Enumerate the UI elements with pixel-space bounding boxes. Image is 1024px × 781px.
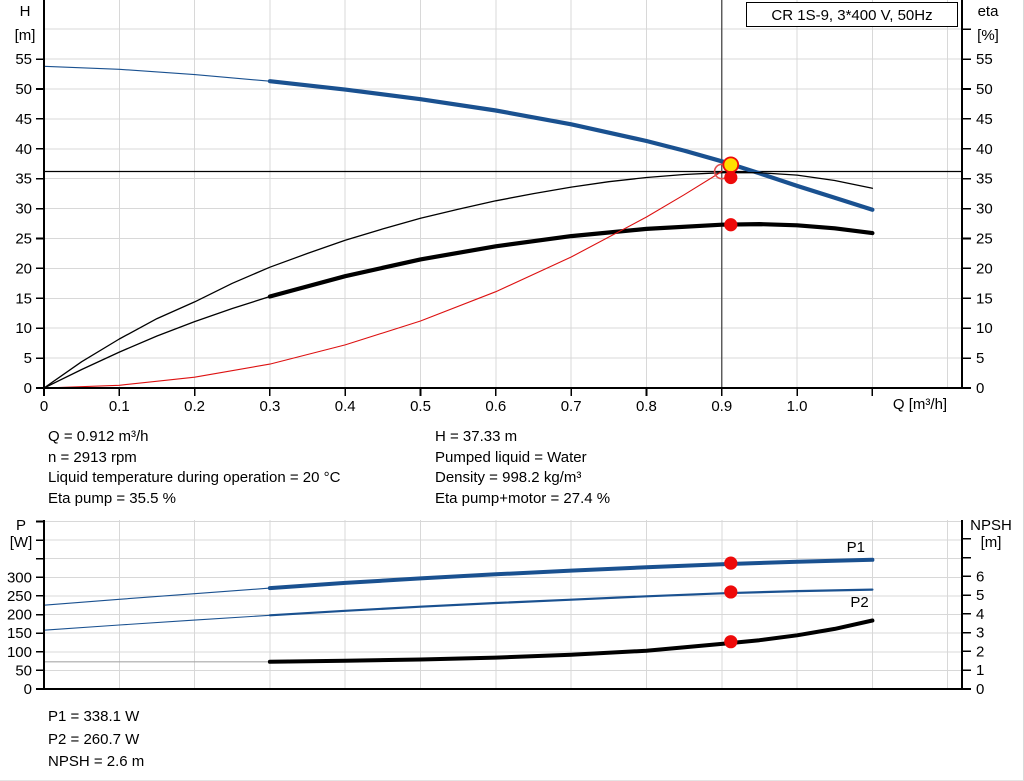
tick-label-right: 6 <box>976 568 984 585</box>
tick-label-left: 30 <box>15 201 32 218</box>
tick-label-x: 0 <box>40 398 48 415</box>
eta-axis-unit: [%] <box>977 27 999 44</box>
tick-label-left: 20 <box>15 260 32 277</box>
p1-curve <box>267 557 875 591</box>
tick-label-right: 40 <box>976 141 993 158</box>
info-line-temp: Liquid temperature during operation = 20… <box>48 469 341 487</box>
tick-label-left: 50 <box>15 662 32 679</box>
p2-point <box>724 585 738 599</box>
tick-label-left: 300 <box>7 569 32 586</box>
info-line-eta-pump-motor: Eta pump+motor = 27.4 % <box>435 489 611 507</box>
npsh-point <box>724 635 738 649</box>
info-line-p1: P1 = 338.1 W <box>48 708 140 725</box>
tick-label-left: 150 <box>7 625 32 642</box>
tick-label-right: 10 <box>976 320 993 337</box>
h-axis-unit: [m] <box>14 27 36 44</box>
tick-label-right: 2 <box>976 643 984 660</box>
tick-label-left: 45 <box>15 111 32 128</box>
tick-label-x: 0.7 <box>561 398 582 415</box>
tick-label-x: 0.2 <box>184 398 205 415</box>
info-line-h: H = 37.33 m <box>435 428 518 445</box>
tick-label-right: 55 <box>976 51 993 68</box>
tick-label-right: 5 <box>976 587 984 604</box>
tick-label-right: 4 <box>976 606 984 623</box>
eta-axis-label: eta <box>977 3 999 20</box>
tick-label-left: 35 <box>15 171 32 188</box>
q-axis-label: Q [m³/h] <box>892 396 948 413</box>
series-label-p1: P1 <box>847 539 865 556</box>
tick-label-right: 15 <box>976 290 993 307</box>
tick-label-right: 0 <box>976 681 984 698</box>
npsh-axis-unit: [m] <box>980 534 1002 551</box>
tick-label-right: 45 <box>976 111 993 128</box>
tick-label-right: 5 <box>976 350 984 367</box>
tick-label-left: 10 <box>15 320 32 337</box>
tick-label-x: 0.3 <box>259 398 280 415</box>
system-curve <box>43 170 723 389</box>
p1-curve <box>43 587 271 606</box>
tick-label-left: 100 <box>7 644 32 661</box>
p-axis-unit: [W] <box>9 534 33 551</box>
pump-curve-hq <box>43 65 271 82</box>
info-line-eta-pump: Eta pump = 35.5 % <box>48 489 176 507</box>
pump-curve-hq <box>267 79 875 212</box>
tick-label-left: 40 <box>15 141 32 158</box>
tick-label-right: 3 <box>976 625 984 642</box>
info-line-p2: P2 = 260.7 W <box>48 730 140 748</box>
duty-info-left-column: Q = 0.912 m³/h n = 2913 rpm Liquid tempe… <box>48 427 340 509</box>
tick-label-left: 250 <box>7 588 32 605</box>
tick-label-x: 1.0 <box>787 398 808 415</box>
tick-label-x: 0.5 <box>410 398 431 415</box>
eta-pump-curve <box>43 172 874 389</box>
tick-label-right: 0 <box>976 380 984 397</box>
tick-label-right: 50 <box>976 81 993 98</box>
info-line-n: n = 2913 rpm <box>48 448 137 466</box>
info-line-density: Density = 998.2 kg/m³ <box>435 469 582 487</box>
p2-curve <box>268 588 874 617</box>
p2-curve <box>43 614 271 631</box>
tick-label-x: 0.1 <box>109 398 130 415</box>
tick-label-x: 0.6 <box>485 398 506 415</box>
npsh-axis-label: NPSH <box>970 517 1012 534</box>
tick-label-right: 30 <box>976 201 993 218</box>
eta-pump-motor-point <box>724 218 738 232</box>
tick-label-left: 25 <box>15 230 32 247</box>
h-axis-label: H <box>19 3 31 20</box>
tick-label-right: 20 <box>976 260 993 277</box>
tick-label-right: 35 <box>976 171 993 188</box>
tick-label-x: 0.4 <box>335 398 356 415</box>
tick-label-left: 0 <box>24 380 32 397</box>
info-line-q: Q = 0.912 m³/h <box>48 428 149 445</box>
p1-point <box>724 556 738 570</box>
p-axis-label: P <box>15 517 26 534</box>
operating-point <box>722 156 740 174</box>
tick-label-left: 200 <box>7 607 32 624</box>
tick-label-x: 0.9 <box>711 398 732 415</box>
power-info-column: P1 = 338.1 W P2 = 260.7 W NPSH = 2.6 m <box>48 706 144 774</box>
pump-title-box: CR 1S-9, 3*400 V, 50Hz <box>746 2 958 27</box>
eta-pump-motor-curve <box>267 222 875 299</box>
tick-label-x: 0.8 <box>636 398 657 415</box>
tick-label-right: 1 <box>976 662 984 679</box>
tick-label-left: 50 <box>15 81 32 98</box>
info-line-liquid: Pumped liquid = Water <box>435 448 587 466</box>
tick-label-left: 55 <box>15 51 32 68</box>
tick-label-left: 0 <box>24 681 32 698</box>
eta-pump-motor-curve <box>43 295 271 389</box>
tick-label-right: 25 <box>976 230 993 247</box>
eta-pump-point <box>724 170 738 185</box>
duty-info-right-column: H = 37.33 m Pumped liquid = Water Densit… <box>435 427 610 509</box>
info-line-npsh: NPSH = 2.6 m <box>48 753 145 771</box>
tick-label-left: 5 <box>24 350 32 367</box>
tick-label-left: 15 <box>15 290 32 307</box>
npsh-curve <box>267 618 875 664</box>
series-label-p2: P2 <box>850 594 868 611</box>
